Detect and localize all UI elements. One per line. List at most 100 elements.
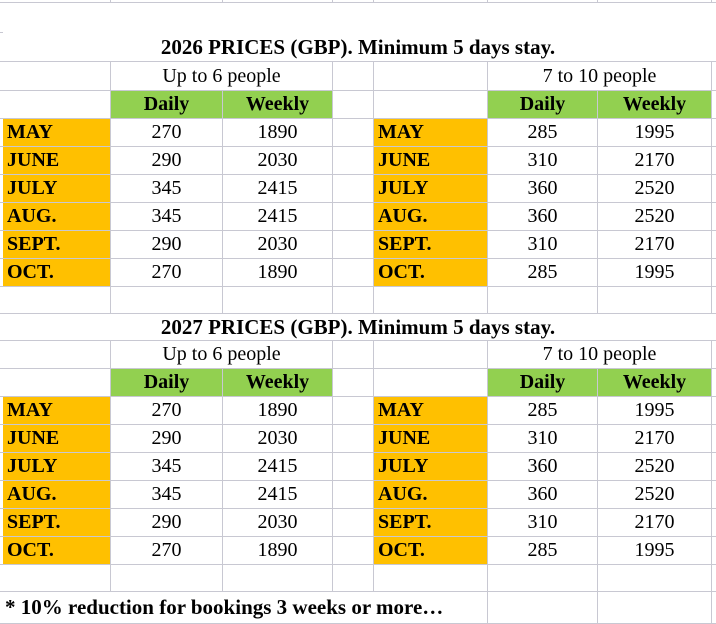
weekly-header-cell[interactable]: Weekly: [598, 91, 712, 119]
weekly-value-cell[interactable]: 2170: [598, 147, 712, 175]
empty-cell: [333, 425, 374, 453]
margin-cell: [712, 119, 716, 147]
daily-value-cell[interactable]: 345: [111, 481, 223, 509]
daily-value-cell[interactable]: 290: [111, 231, 223, 259]
weekly-value-cell[interactable]: 2030: [223, 231, 333, 259]
weekly-header-cell[interactable]: Weekly: [223, 91, 333, 119]
weekly-value-cell[interactable]: 1890: [223, 537, 333, 565]
daily-value-cell[interactable]: 290: [111, 425, 223, 453]
weekly-value-cell[interactable]: 1890: [223, 259, 333, 287]
weekly-value-cell[interactable]: 1890: [223, 119, 333, 147]
group-header-left[interactable]: Up to 6 people: [111, 62, 333, 91]
weekly-value-cell[interactable]: 2030: [223, 147, 333, 175]
daily-value-cell[interactable]: 310: [488, 425, 598, 453]
daily-value-cell[interactable]: 285: [488, 259, 598, 287]
weekly-header-cell[interactable]: Weekly: [223, 369, 333, 397]
daily-value-cell[interactable]: 285: [488, 537, 598, 565]
weekly-header-cell[interactable]: Weekly: [598, 369, 712, 397]
month-cell[interactable]: MAY: [3, 397, 111, 425]
daily-value-cell[interactable]: 270: [111, 259, 223, 287]
weekly-value-cell[interactable]: 2415: [223, 175, 333, 203]
month-cell[interactable]: JULY: [3, 453, 111, 481]
month-cell[interactable]: SEPT.: [374, 231, 488, 259]
month-cell[interactable]: JUNE: [374, 425, 488, 453]
month-cell[interactable]: JULY: [3, 175, 111, 203]
month-cell[interactable]: JUNE: [374, 147, 488, 175]
empty-cell: [223, 565, 333, 592]
daily-value-cell[interactable]: 270: [111, 397, 223, 425]
month-cell[interactable]: SEPT.: [3, 231, 111, 259]
month-cell[interactable]: JULY: [374, 453, 488, 481]
weekly-value-cell[interactable]: 1995: [598, 537, 712, 565]
gutter-cell: [0, 62, 3, 91]
month-cell[interactable]: OCT.: [3, 259, 111, 287]
daily-header-cell[interactable]: Daily: [488, 91, 598, 119]
month-cell[interactable]: AUG.: [3, 203, 111, 231]
weekly-value-cell[interactable]: 1995: [598, 397, 712, 425]
month-cell[interactable]: AUG.: [3, 481, 111, 509]
group-header-left[interactable]: Up to 6 people: [111, 341, 333, 369]
daily-value-cell[interactable]: 310: [488, 147, 598, 175]
gutter-cell: [0, 397, 3, 425]
top-partial-row: [0, 0, 716, 3]
daily-value-cell[interactable]: 285: [488, 397, 598, 425]
table-title-2027[interactable]: 2027 PRICES (GBP). Minimum 5 days stay.: [0, 314, 716, 341]
weekly-value-cell[interactable]: 2520: [598, 481, 712, 509]
month-cell[interactable]: OCT.: [374, 537, 488, 565]
weekly-value-cell[interactable]: 2170: [598, 425, 712, 453]
month-cell[interactable]: JUNE: [3, 147, 111, 175]
month-cell[interactable]: JUNE: [3, 425, 111, 453]
daily-value-cell[interactable]: 360: [488, 453, 598, 481]
daily-header-cell[interactable]: Daily: [111, 369, 223, 397]
month-cell[interactable]: MAY: [3, 119, 111, 147]
month-cell[interactable]: AUG.: [374, 481, 488, 509]
weekly-value-cell[interactable]: 2520: [598, 453, 712, 481]
margin-cell: [712, 397, 716, 425]
gutter-cell: [0, 425, 3, 453]
month-cell[interactable]: AUG.: [374, 203, 488, 231]
month-cell[interactable]: JULY: [374, 175, 488, 203]
weekly-value-cell[interactable]: 2520: [598, 203, 712, 231]
weekly-value-cell[interactable]: 2030: [223, 509, 333, 537]
margin-cell: [712, 341, 716, 369]
daily-header-cell[interactable]: Daily: [111, 91, 223, 119]
daily-value-cell[interactable]: 310: [488, 509, 598, 537]
margin-cell: [712, 287, 716, 314]
empty-cell: [374, 369, 488, 397]
daily-value-cell[interactable]: 270: [111, 537, 223, 565]
weekly-value-cell[interactable]: 1995: [598, 119, 712, 147]
daily-value-cell[interactable]: 360: [488, 203, 598, 231]
weekly-value-cell[interactable]: 2415: [223, 481, 333, 509]
weekly-value-cell[interactable]: 2415: [223, 453, 333, 481]
daily-value-cell[interactable]: 345: [111, 175, 223, 203]
table-title-2026[interactable]: 2026 PRICES (GBP). Minimum 5 days stay.: [0, 33, 716, 62]
daily-value-cell[interactable]: 270: [111, 119, 223, 147]
footer-note[interactable]: * 10% reduction for bookings 3 weeks or …: [0, 592, 488, 624]
margin-cell: [712, 425, 716, 453]
weekly-value-cell[interactable]: 2030: [223, 425, 333, 453]
month-cell[interactable]: OCT.: [3, 537, 111, 565]
month-cell[interactable]: MAY: [374, 397, 488, 425]
daily-value-cell[interactable]: 360: [488, 481, 598, 509]
weekly-value-cell[interactable]: 2170: [598, 231, 712, 259]
group-header-right[interactable]: 7 to 10 people: [488, 341, 712, 369]
daily-value-cell[interactable]: 285: [488, 119, 598, 147]
month-cell[interactable]: SEPT.: [374, 509, 488, 537]
group-header-right[interactable]: 7 to 10 people: [488, 62, 712, 91]
daily-header-cell[interactable]: Daily: [488, 369, 598, 397]
month-cell[interactable]: MAY: [374, 119, 488, 147]
empty-cell: [3, 91, 111, 119]
month-cell[interactable]: OCT.: [374, 259, 488, 287]
month-cell[interactable]: SEPT.: [3, 509, 111, 537]
weekly-value-cell[interactable]: 1995: [598, 259, 712, 287]
daily-value-cell[interactable]: 290: [111, 147, 223, 175]
daily-value-cell[interactable]: 290: [111, 509, 223, 537]
weekly-value-cell[interactable]: 1890: [223, 397, 333, 425]
weekly-value-cell[interactable]: 2170: [598, 509, 712, 537]
daily-value-cell[interactable]: 310: [488, 231, 598, 259]
daily-value-cell[interactable]: 345: [111, 203, 223, 231]
daily-value-cell[interactable]: 360: [488, 175, 598, 203]
daily-value-cell[interactable]: 345: [111, 453, 223, 481]
weekly-value-cell[interactable]: 2415: [223, 203, 333, 231]
weekly-value-cell[interactable]: 2520: [598, 175, 712, 203]
